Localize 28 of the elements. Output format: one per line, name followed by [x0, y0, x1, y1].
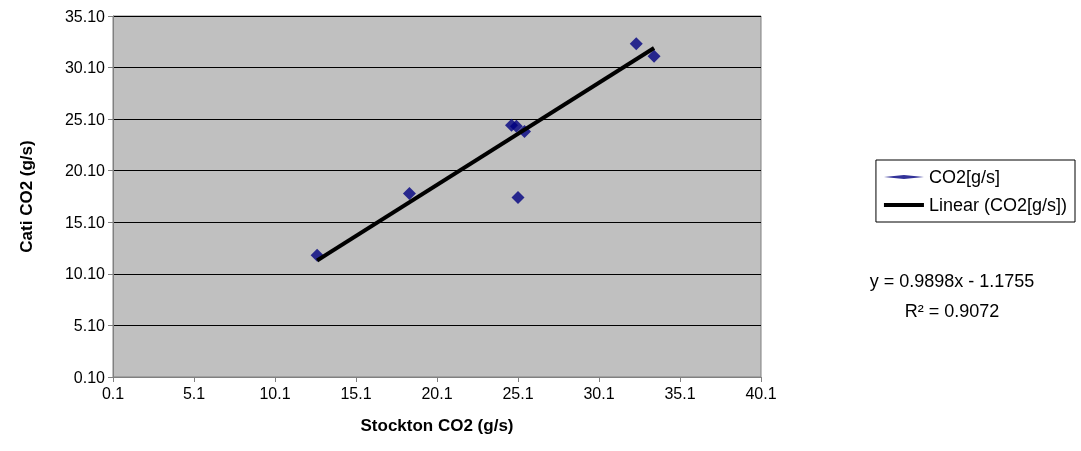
x-tick-label: 15.1	[340, 384, 372, 402]
x-tick-label: 5.1	[182, 384, 206, 402]
point	[402, 186, 416, 200]
x-axis-title: Stockton CO2 (g/s)	[360, 416, 514, 435]
point	[647, 49, 661, 63]
legend-label: CO2[g/s]	[928, 167, 1000, 187]
x-tick-label: 0.1	[101, 384, 125, 402]
y-tick-label: 35.10	[64, 7, 106, 25]
y-tick-label: 0.10	[73, 368, 106, 386]
y-tick-label: 15.10	[64, 213, 106, 231]
y-tick-label: 30.10	[64, 59, 106, 77]
point	[509, 119, 523, 133]
point	[629, 37, 643, 51]
point	[511, 191, 525, 205]
x-tick-label: 40.1	[745, 384, 777, 402]
x-tick-label: 10.1	[259, 384, 291, 402]
y-axis-title: Cati CO2 (g/s)	[17, 140, 36, 253]
x-tick-label: 35.1	[664, 384, 696, 402]
y-tick-label: 25.10	[64, 110, 106, 128]
y-tick-label: 10.10	[64, 265, 106, 283]
text: R² = 0.9072	[904, 301, 1000, 321]
legend-label: Linear (CO2[g/s])	[928, 195, 1068, 215]
x-tick-label: 25.1	[502, 384, 534, 402]
x-tick-label: 30.1	[583, 384, 615, 402]
text: y = 0.9898x - 1.1755	[869, 271, 1035, 291]
x-tick-label: 20.1	[421, 384, 453, 402]
y-tick-label: 20.10	[64, 162, 106, 180]
y-tick-label: 5.10	[73, 316, 106, 334]
